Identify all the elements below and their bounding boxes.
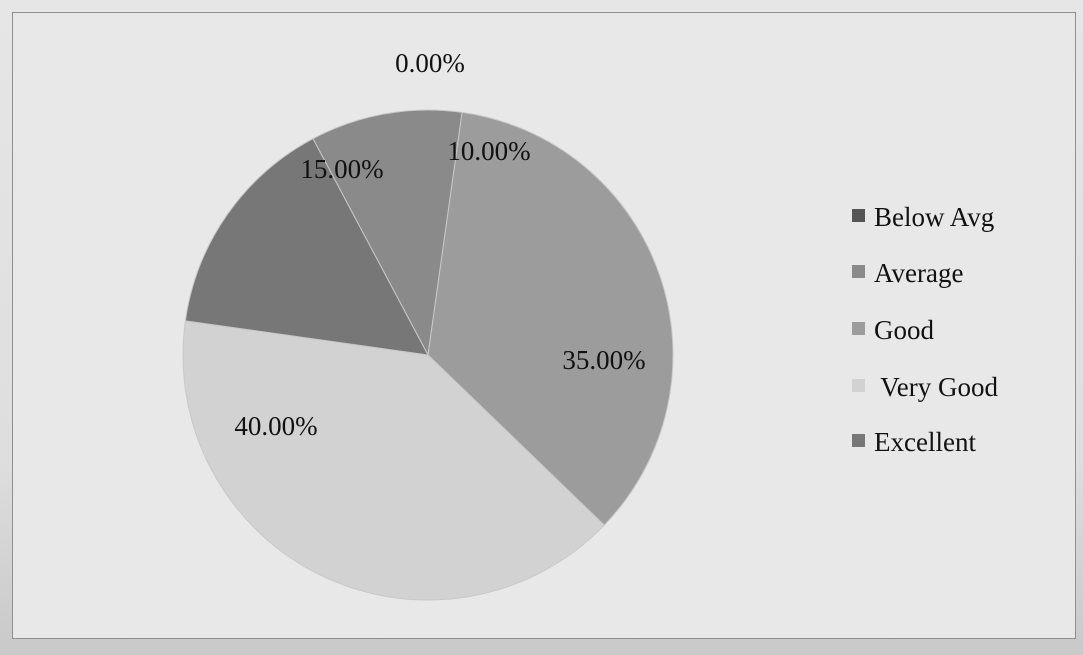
data-label-below-avg: 0.00%	[395, 48, 465, 78]
chart-legend: Below Avg Average Good Very Good Excelle…	[852, 202, 998, 457]
legend-label-below-avg: Below Avg	[874, 202, 994, 232]
legend-swatch-good	[852, 322, 865, 335]
data-label-average: 10.00%	[447, 136, 530, 166]
pie-data-labels: 0.00% 10.00% 35.00% 40.00% 15.00%	[234, 48, 645, 441]
data-label-very-good: 40.00%	[234, 411, 317, 441]
legend-swatch-excellent	[852, 434, 865, 447]
legend-swatch-very-good	[852, 379, 865, 392]
legend-label-excellent: Excellent	[874, 427, 976, 457]
legend-label-very-good: Very Good	[874, 372, 998, 402]
data-label-excellent: 15.00%	[300, 154, 383, 184]
legend-label-average: Average	[874, 258, 963, 288]
data-label-good: 35.00%	[562, 345, 645, 375]
legend-label-good: Good	[874, 315, 934, 345]
pie-slice-good	[427, 111, 674, 526]
pie-slice-excellent	[184, 138, 429, 356]
pie-slices	[182, 109, 674, 601]
legend-swatch-average	[852, 265, 865, 278]
pie-slice-very-good	[182, 320, 605, 601]
legend-swatch-below-avg	[852, 209, 865, 222]
pie-slice-average	[312, 109, 463, 357]
